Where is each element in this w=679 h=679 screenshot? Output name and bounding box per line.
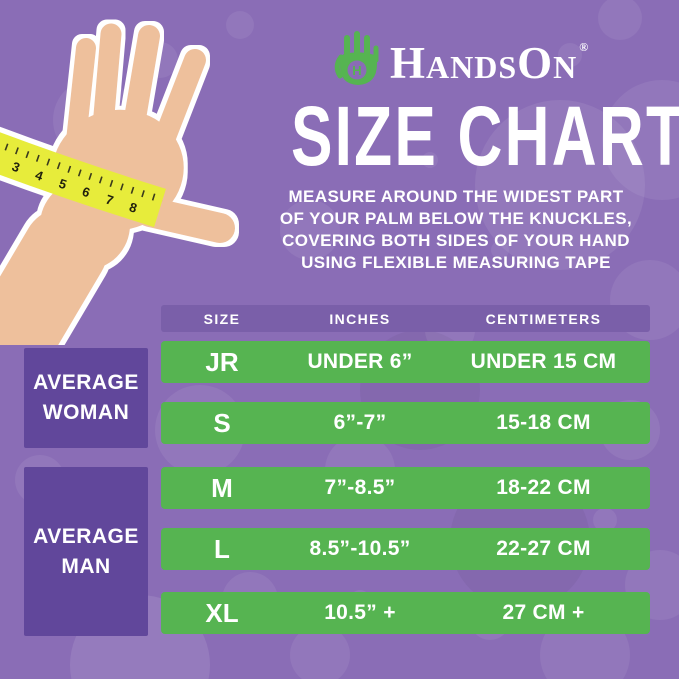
column-header-centimeters: CENTIMETERS (485, 310, 602, 327)
column-header-size: SIZE (203, 310, 241, 327)
hand-with-measuring-tape-photo: 2 3 4 5 6 7 8 9 10 11 (0, 15, 235, 345)
group-label-average-woman: AVERAGE WOMAN (24, 348, 148, 448)
page-title: SIZE CHART (290, 89, 679, 183)
instructions-line: OF YOUR PALM BELOW THE KNUCKLES, (279, 209, 633, 228)
column-header-inches: INCHES (329, 310, 391, 327)
registered-trademark-symbol: ® (579, 40, 590, 54)
centimeters-value: 15-18 CM (496, 411, 591, 434)
centimeters-value: 27 CM + (502, 601, 585, 624)
wordmark-n: N (553, 49, 578, 85)
size-value: JR (205, 346, 239, 377)
centimeters-value: 18-22 CM (496, 476, 591, 499)
table-row-l: L 8.5”-10.5” 22-27 CM (161, 528, 650, 570)
table-row-m: M 7”-8.5” 18-22 CM (161, 467, 650, 509)
size-value: L (214, 533, 230, 564)
group-label-line: WOMAN (42, 401, 130, 424)
wrist (0, 207, 108, 345)
table-row-jr: JR UNDER 6” UNDER 15 CM (161, 341, 650, 383)
size-value: M (211, 472, 233, 503)
instructions-line: COVERING BOTH SIDES OF YOUR HAND (282, 231, 630, 250)
centimeters-value: UNDER 15 CM (470, 350, 617, 373)
size-value: S (213, 407, 231, 438)
wordmark-h: H (390, 38, 427, 88)
handson-hand-icon: H (334, 31, 379, 85)
inches-value: 7”-8.5” (324, 476, 396, 499)
table-row-s: S 6”-7” 15-18 CM (161, 402, 650, 444)
table-header-row: SIZE INCHES CENTIMETERS (161, 305, 650, 332)
table-row-xl: XL 10.5” + 27 CM + (161, 592, 650, 634)
inches-value: 8.5”-10.5” (309, 537, 411, 560)
instructions-line: MEASURE AROUND THE WIDEST PART (288, 187, 624, 206)
logo-letter: H (352, 63, 361, 78)
logo-wordmark: H ANDS O N ® (390, 41, 589, 92)
inches-value: 6”-7” (333, 411, 387, 434)
measuring-instructions: MEASURE AROUND THE WIDEST PART OF YOUR P… (240, 186, 672, 274)
group-label-line: AVERAGE (33, 524, 139, 548)
inches-value: 10.5” + (324, 601, 396, 624)
inches-value: UNDER 6” (307, 350, 413, 373)
thumb (135, 197, 235, 243)
handson-logo: H H ANDS O N ® (332, 28, 589, 92)
group-label-line: AVERAGE (33, 371, 139, 394)
instructions-line: USING FLEXIBLE MEASURING TAPE (301, 253, 611, 272)
wordmark-ands: ANDS (426, 49, 518, 85)
group-label-average-man: AVERAGE MAN (24, 467, 148, 636)
group-label-line: MAN (61, 554, 111, 578)
centimeters-value: 22-27 CM (496, 537, 591, 560)
wordmark-o: O (517, 38, 554, 88)
size-value: XL (205, 597, 239, 628)
